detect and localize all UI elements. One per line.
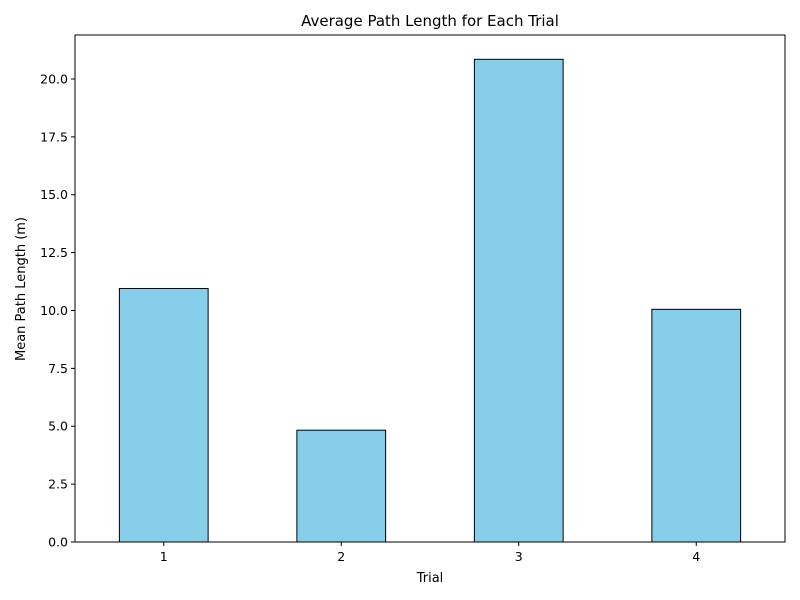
y-axis: 0.0 2.5 5.0 7.5 10.0 12.5 15.0 17.5 20.0 — [40, 71, 75, 550]
bars-group — [118, 58, 742, 543]
bar-trial-2 — [296, 429, 387, 543]
y-tick-label: 7.5 — [48, 361, 68, 376]
y-tick-label: 5.0 — [48, 419, 68, 434]
x-tick-label: 2 — [337, 549, 345, 564]
y-tick-label: 15.0 — [40, 187, 68, 202]
bar-trial-1 — [118, 288, 209, 543]
bar-trial-3 — [473, 58, 564, 543]
x-axis-label: Trial — [416, 571, 444, 586]
bar-trial-4 — [651, 308, 742, 543]
x-tick-label: 1 — [160, 549, 168, 564]
y-tick-label: 2.5 — [48, 477, 68, 492]
chart-title: Average Path Length for Each Trial — [301, 12, 559, 30]
plot-frame — [74, 34, 786, 543]
x-tick-label: 3 — [515, 549, 523, 564]
y-tick-label: 0.0 — [48, 535, 68, 550]
y-tick-label: 12.5 — [40, 245, 68, 260]
y-tick-label: 20.0 — [40, 71, 68, 86]
x-tick-label: 4 — [692, 549, 700, 564]
x-axis: 1 2 3 4 — [160, 542, 700, 564]
y-tick-label: 10.0 — [40, 303, 68, 318]
y-tick-label: 17.5 — [40, 129, 68, 144]
y-axis-label: Mean Path Length (m) — [14, 217, 29, 361]
